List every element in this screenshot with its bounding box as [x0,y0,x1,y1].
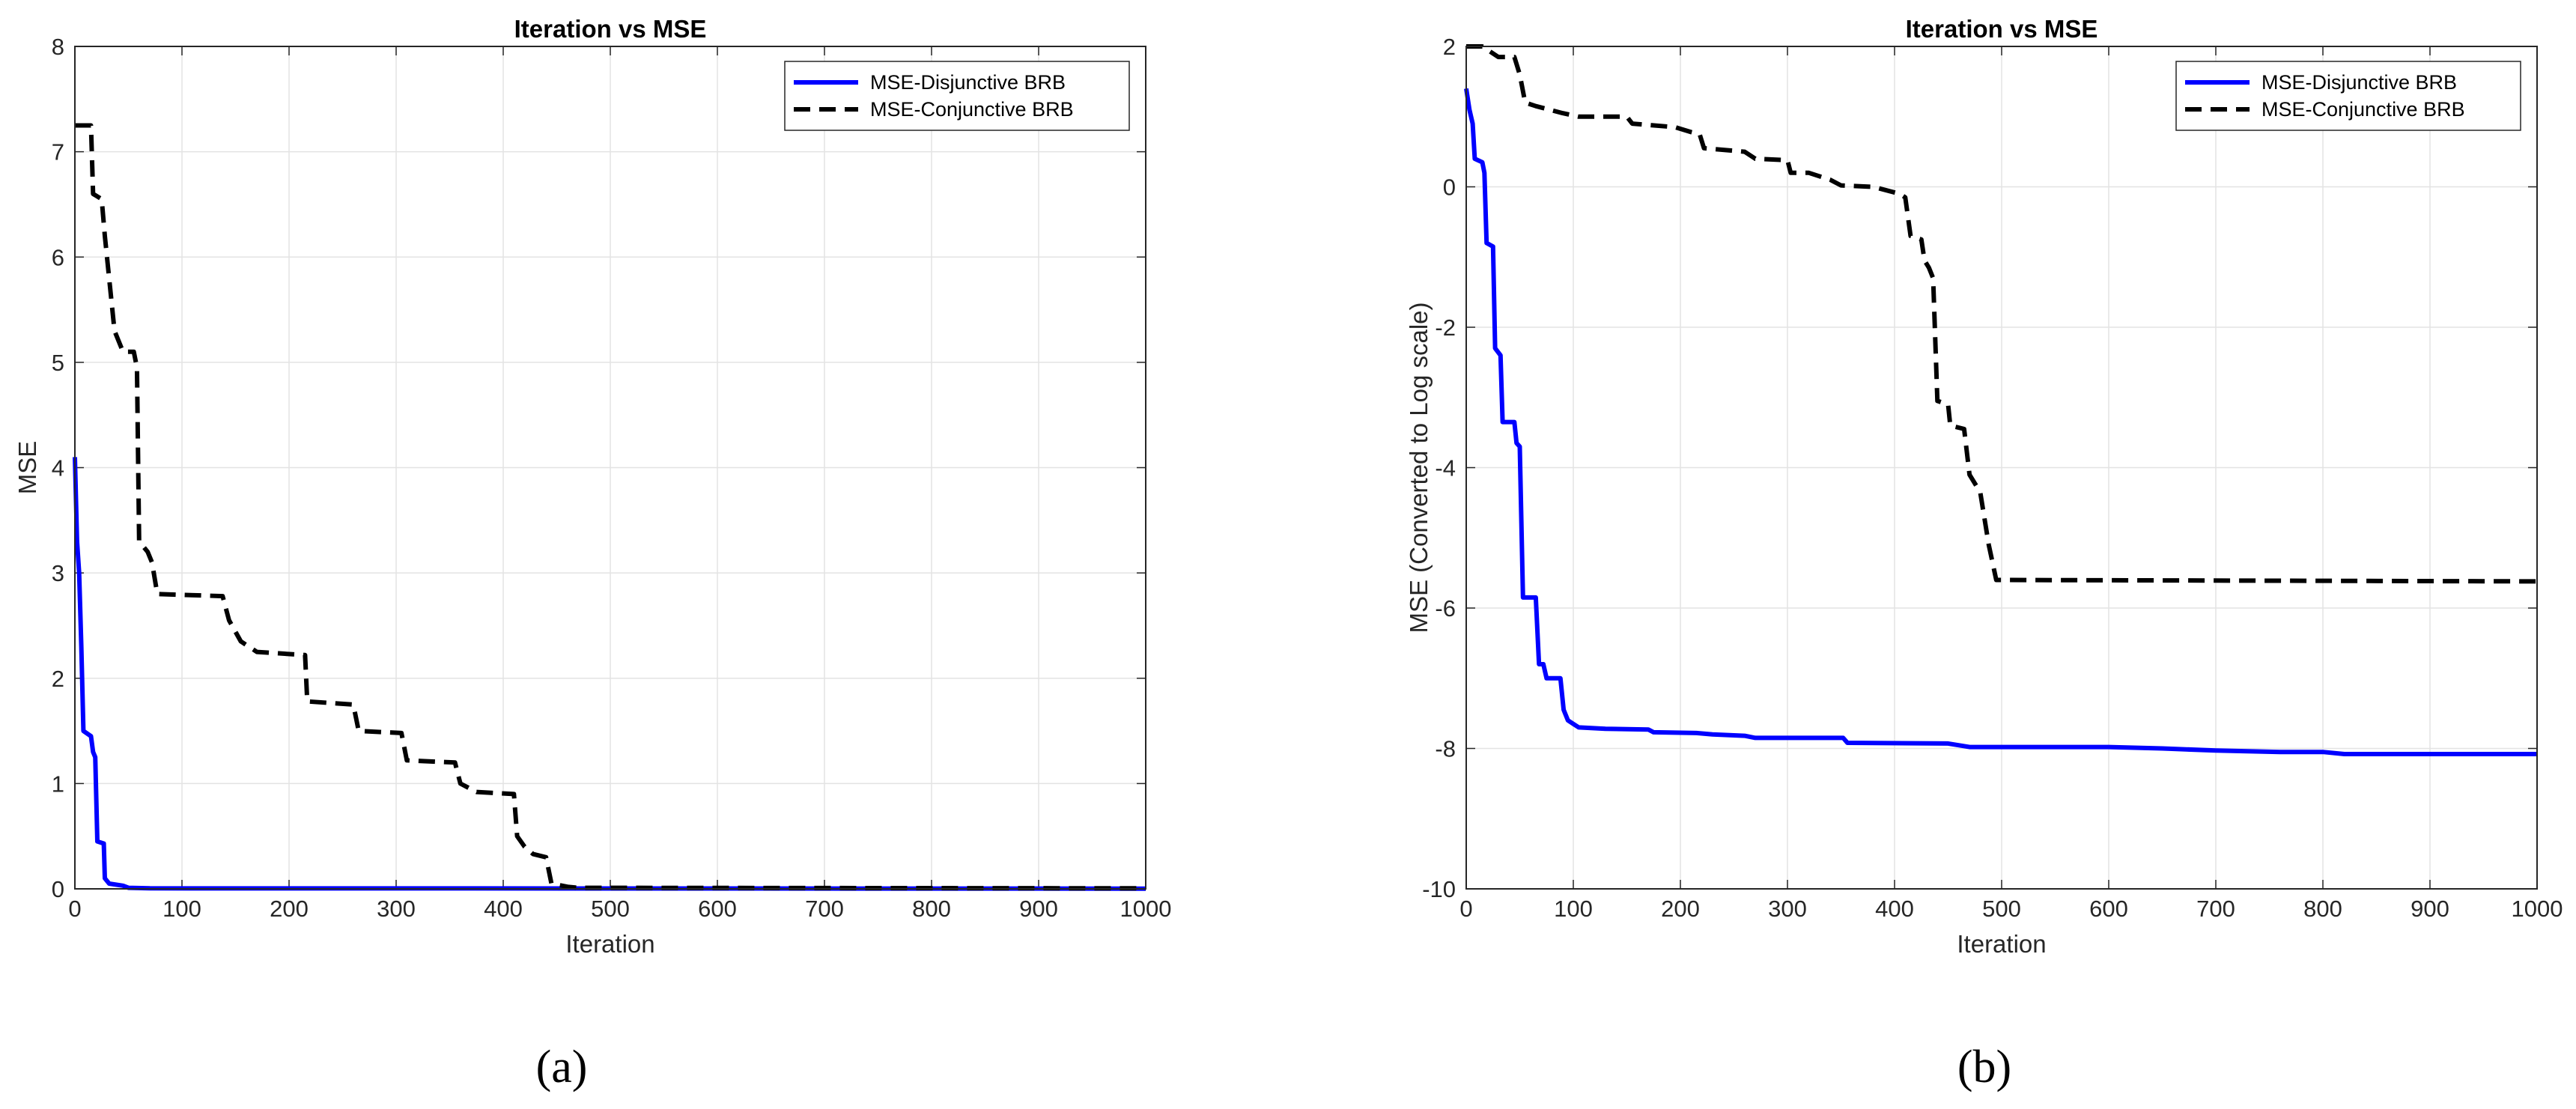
x-tick-label: 400 [1875,896,1914,922]
x-tick-label: 900 [2411,896,2449,922]
y-tick-label: -6 [1435,595,1456,622]
y-tick-label: 0 [1443,174,1456,201]
x-tick-label: 300 [377,896,416,922]
x-tick-label: 400 [484,896,523,922]
x-tick-label: 800 [912,896,951,922]
legend-box [2175,61,2521,131]
series-line-disjunctive [73,457,1146,891]
legend-entry: MSE-Conjunctive BRB [870,98,1074,121]
legend: MSE-Disjunctive BRB MSE-Conjunctive BRB [784,61,1130,131]
y-tick-label: -10 [1422,876,1456,902]
y-tick-label: 3 [52,560,64,586]
x-axis-label: Iteration [1957,930,2046,958]
y-tick-label: 2 [1443,34,1456,60]
y-axis-label: MSE [13,441,41,495]
chart-panel-a: 0 100 200 300 400 500 600 700 800 900 1000 0 1 2 3 4 5 6 7… [13,15,1171,1093]
legend-box [784,61,1130,131]
x-tick-label: 1000 [1120,896,1172,922]
x-tick-label: 900 [1019,896,1058,922]
x-tick-label: 100 [162,896,201,922]
y-tick-label: 0 [52,876,64,902]
y-tick-label: 2 [52,666,64,692]
x-tick-label: 500 [591,896,630,922]
x-tick-label: 600 [2089,896,2128,922]
y-tick-label: -2 [1435,315,1456,341]
panel-label: (b) [1957,1042,2011,1093]
y-tick-label: 7 [52,139,64,165]
y-tick-label: 1 [52,771,64,797]
legend: MSE-Disjunctive BRB MSE-Conjunctive BRB [2175,61,2521,131]
y-tick-label: 4 [52,455,64,481]
x-tick-label: 700 [805,896,844,922]
y-tick-label: 5 [52,350,64,376]
x-tick-label: 700 [2196,896,2235,922]
y-axis-label: MSE (Converted to Log scale) [1405,302,1433,633]
legend-entry: MSE-Disjunctive BRB [2261,71,2457,94]
series-line-conjunctive [75,123,1146,891]
chart-title: Iteration vs MSE [1906,15,2098,43]
x-tick-label: 500 [1982,896,2021,922]
x-tick-label: 300 [1768,896,1807,922]
y-tick-label: 8 [52,34,64,60]
legend-entry: MSE-Conjunctive BRB [2261,98,2465,121]
x-tick-label: 200 [1661,896,1700,922]
chart-title: Iteration vs MSE [514,15,707,43]
axes-box [74,46,1146,890]
x-tick-label: 100 [1554,896,1593,922]
series-line-disjunctive [1464,88,2537,756]
panel-label: (a) [536,1042,588,1093]
axes-box [1465,46,2538,890]
y-tick-label: -8 [1435,736,1456,762]
x-axis-label: Iteration [565,930,654,958]
y-tick-label: -4 [1435,455,1456,481]
x-tick-label: 800 [2303,896,2342,922]
legend-entry: MSE-Disjunctive BRB [870,71,1066,94]
y-tick-label: 6 [52,244,64,270]
series-line-conjunctive [1466,44,2538,584]
x-tick-label: 0 [1459,896,1472,922]
x-tick-label: 0 [68,896,81,922]
x-tick-label: 1000 [2512,896,2563,922]
x-tick-label: 200 [270,896,309,922]
x-tick-label: 600 [698,896,737,922]
chart-panel-b: 0 100 200 300 400 500 600 700 800 900 1000 -10 -8 -6 -… [1405,15,2563,1093]
